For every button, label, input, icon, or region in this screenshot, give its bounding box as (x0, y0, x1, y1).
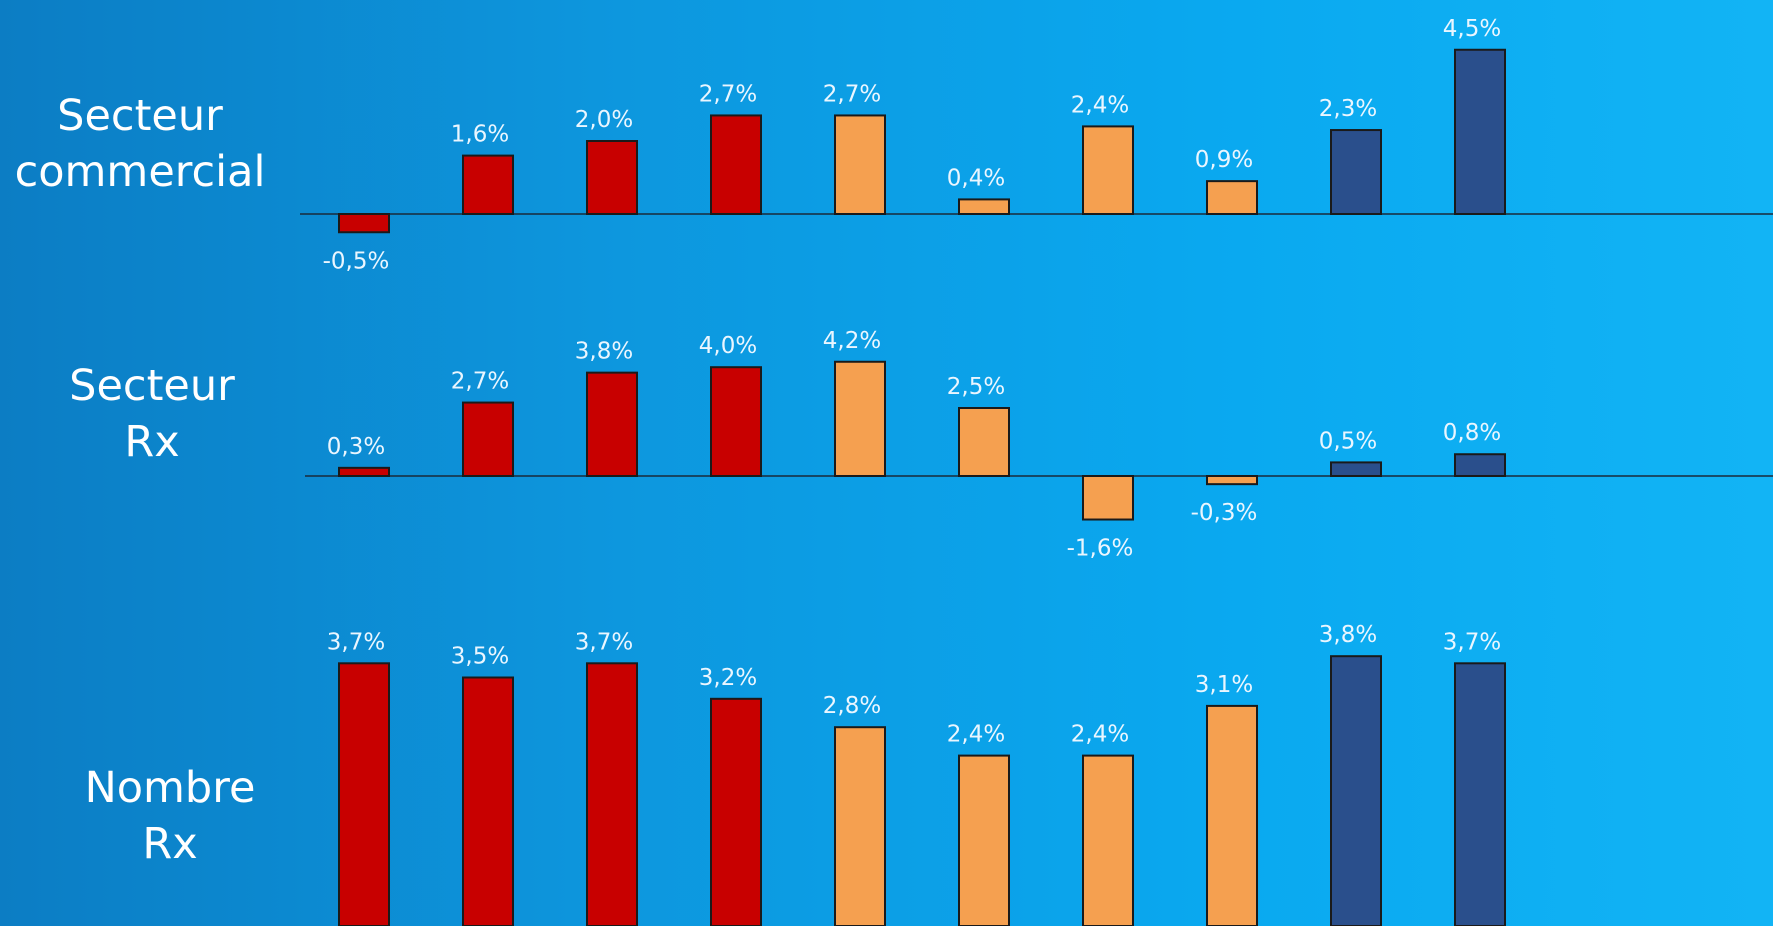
bar (958, 754, 1010, 926)
data-label: 4,2% (823, 328, 881, 354)
data-label: 2,7% (823, 81, 881, 107)
data-label: 2,4% (1071, 722, 1129, 748)
bar (1082, 754, 1134, 926)
data-label: 2,7% (451, 369, 509, 395)
row-label-line: Nombre (84, 763, 256, 813)
bar (958, 407, 1010, 477)
data-label: 0,9% (1195, 147, 1253, 173)
bar (710, 697, 762, 926)
chart-3: 3,7% 3,5% 3,7% 3,2% 2,8% 2,4% 2,4% 3,1% 3,8% 3,7% (327, 622, 1506, 926)
bar (586, 140, 638, 215)
row-label-line: Rx (142, 819, 198, 869)
bar (338, 466, 390, 477)
bar (1454, 453, 1506, 477)
data-label: 2,3% (1319, 96, 1377, 122)
data-label: 2,4% (1071, 92, 1129, 118)
bar (462, 676, 514, 926)
row-label-line: commercial (14, 147, 266, 197)
row-label-line: Rx (124, 417, 180, 467)
data-label: 2,4% (947, 722, 1005, 748)
data-label: 3,7% (575, 629, 633, 655)
bar (1206, 704, 1258, 926)
chart-2: 0,3% 2,7% 3,8% 4,0% 4,2% 2,5% -1,6% -0,3% 0,5% 0,… (305, 328, 1773, 562)
data-label: 3,7% (327, 629, 385, 655)
bar (1082, 475, 1134, 521)
row-label-nombre-rx: Nombre Rx (30, 760, 310, 872)
bar (834, 360, 886, 478)
data-label: 2,8% (823, 693, 881, 719)
data-label: 0,3% (327, 434, 385, 460)
bar (834, 114, 886, 215)
bar (1330, 461, 1382, 477)
bar (710, 366, 762, 478)
data-label: 3,5% (451, 644, 509, 670)
row-label-line: Secteur (69, 361, 235, 411)
data-label: 1,6% (451, 122, 509, 148)
data-label: -0,3% (1191, 500, 1258, 526)
bar (710, 114, 762, 215)
data-label: 3,2% (699, 665, 757, 691)
bar (834, 726, 886, 926)
bar (1330, 655, 1382, 926)
chart-1: -0,5% 1,6% 2,0% 2,7% 2,7% 0,4% 2,4% 0,9% 2,3% 4,5… (300, 16, 1773, 274)
data-label: 2,0% (575, 107, 633, 133)
data-label: 3,1% (1195, 672, 1253, 698)
bar (1330, 129, 1382, 215)
data-label: -1,6% (1067, 536, 1134, 562)
bar (338, 662, 390, 926)
data-label: 3,8% (1319, 622, 1377, 648)
data-label: 2,7% (699, 81, 757, 107)
row-label-line: Secteur (57, 91, 223, 141)
data-label: 3,8% (575, 339, 633, 365)
bar (958, 198, 1010, 215)
bar (1206, 180, 1258, 215)
bar (1454, 662, 1506, 926)
bar (1082, 125, 1134, 215)
data-label: 4,5% (1443, 16, 1501, 42)
bar (338, 213, 390, 234)
data-label: 2,5% (947, 374, 1005, 400)
bar (586, 662, 638, 926)
row-label-secteur-rx: Secteur Rx (12, 358, 292, 470)
data-label: 0,5% (1319, 428, 1377, 454)
bar (1206, 475, 1258, 486)
data-label: -0,5% (323, 248, 390, 274)
data-label: 3,7% (1443, 629, 1501, 655)
bar (462, 154, 514, 216)
bar (462, 401, 514, 477)
data-label: 4,0% (699, 333, 757, 359)
data-label: 0,4% (947, 165, 1005, 191)
bar (586, 371, 638, 478)
bar (1454, 48, 1506, 215)
row-label-secteur-commercial: Secteur commercial (0, 88, 280, 200)
data-label: 0,8% (1443, 420, 1501, 446)
